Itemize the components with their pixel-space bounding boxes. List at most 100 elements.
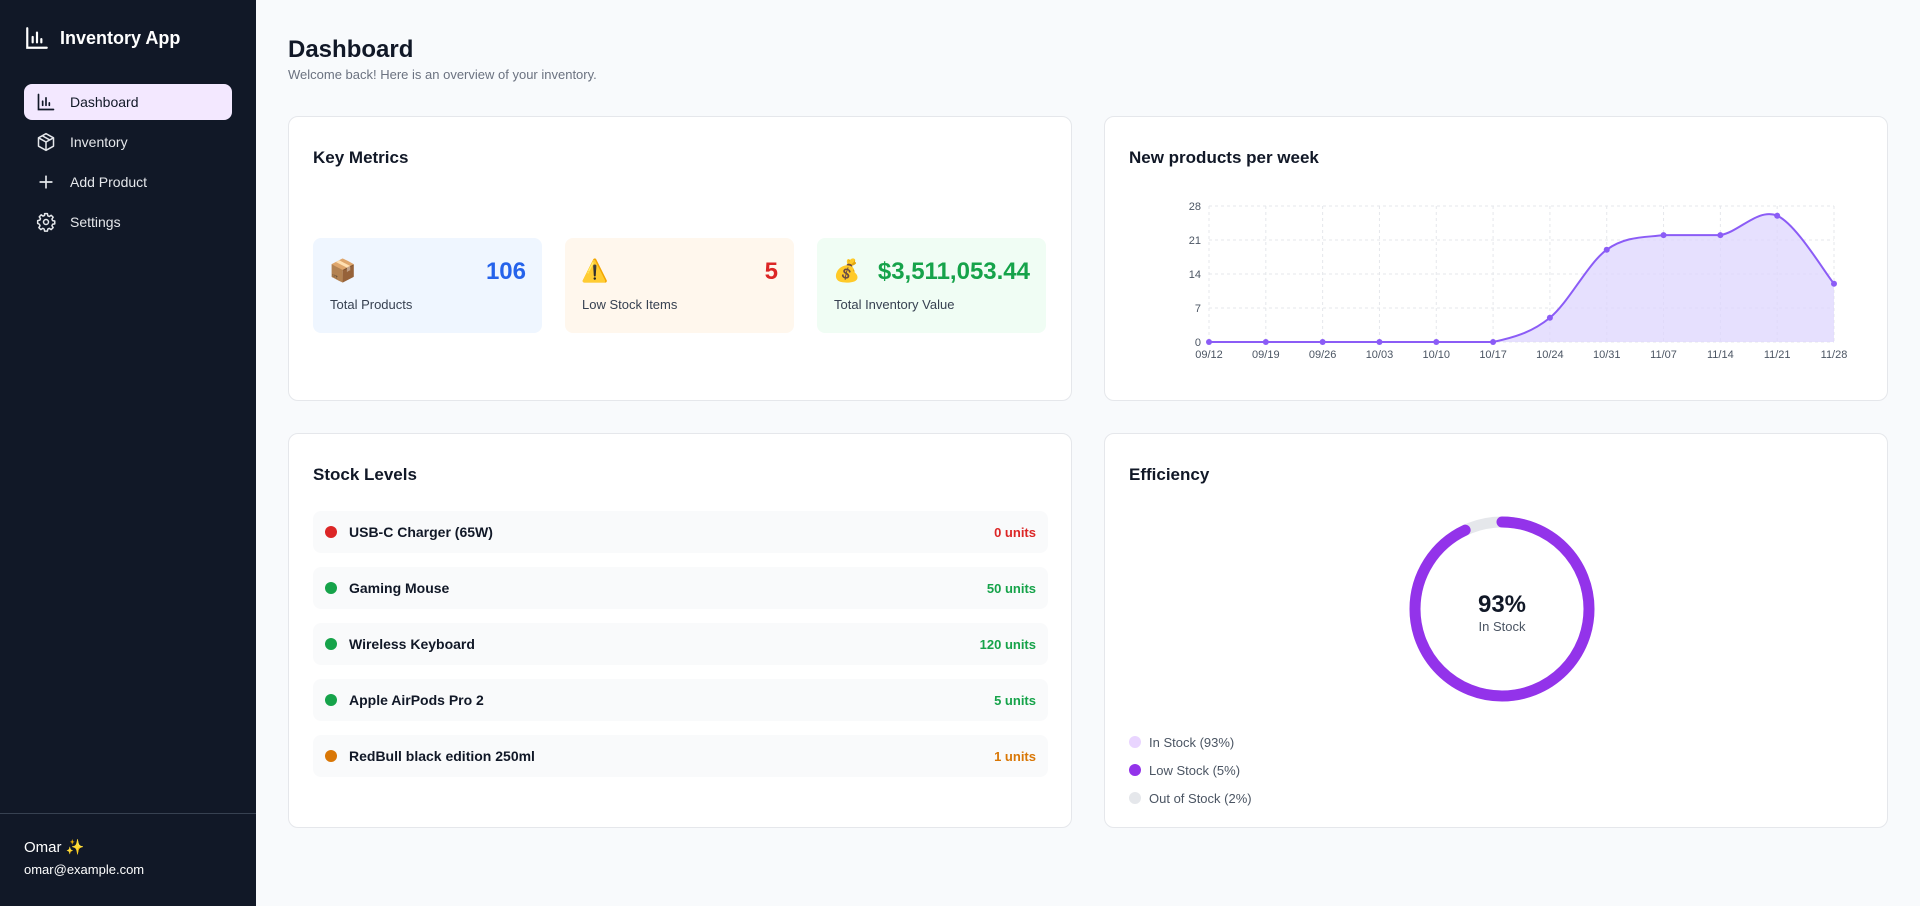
sidebar-item-label: Add Product (70, 174, 148, 190)
donut-value: 93% (1478, 591, 1526, 618)
sidebar-item-label: Dashboard (70, 94, 139, 110)
x-tick-label: 10/31 (1593, 349, 1621, 361)
item-units: 5 units (994, 692, 1036, 708)
x-tick-label: 10/24 (1536, 349, 1564, 361)
sidebar-item-settings[interactable]: Settings (24, 204, 232, 240)
legend-swatch (1129, 792, 1141, 804)
app-title: Inventory App (60, 27, 181, 48)
legend-label: In Stock (93%) (1149, 734, 1235, 750)
x-tick-label: 11/14 (1707, 349, 1734, 361)
efficiency-donut-chart: 93% In Stock (1409, 516, 1595, 702)
list-item[interactable]: RedBull black edition 250ml 1 units (313, 735, 1048, 777)
data-point (1490, 339, 1497, 345)
data-point (1717, 232, 1724, 239)
metric-label: Total Products (330, 297, 413, 312)
x-tick-label: 11/28 (1821, 349, 1848, 361)
list-item[interactable]: USB-C Charger (65W) 0 units (313, 511, 1048, 553)
legend-label: Out of Stock (2%) (1149, 790, 1252, 806)
item-units: 0 units (994, 524, 1036, 540)
donut-slice (1409, 516, 1595, 702)
x-tick-label: 10/10 (1423, 349, 1451, 361)
list-item[interactable]: Gaming Mouse 50 units (313, 567, 1048, 609)
x-tick-label: 10/17 (1479, 349, 1507, 361)
plus-icon (39, 175, 53, 189)
item-name: USB-C Charger (65W) (349, 524, 493, 540)
item-name: Gaming Mouse (349, 580, 450, 596)
bar-chart-icon (37, 93, 55, 111)
x-tick-label: 11/21 (1764, 349, 1791, 361)
x-tick-label: 10/03 (1366, 349, 1394, 361)
y-tick-label: 0 (1195, 337, 1201, 349)
status-dot (325, 526, 337, 538)
data-point (1376, 339, 1383, 345)
metric-inventory-value: 💰 $3,511,053.44 Total Inventory Value (817, 238, 1046, 333)
metric-value: $3,511,053.44 (877, 258, 1030, 285)
gear-icon (36, 212, 56, 232)
user-email: omar@example.com (24, 862, 145, 877)
card-title: Stock Levels (313, 465, 417, 484)
card-title: New products per week (1129, 148, 1319, 167)
sidebar-item-label: Settings (70, 214, 121, 230)
weekly-products-card: New products per week 0 7 14 21 28 09/12 09/19… (1104, 116, 1888, 401)
y-tick-label: 14 (1189, 269, 1201, 281)
metric-total-products: 📦 106 Total Products (313, 238, 542, 333)
data-point (1660, 232, 1667, 239)
metric-label: Total Inventory Value (834, 297, 955, 312)
bar-chart-icon (26, 27, 48, 49)
efficiency-legend: In Stock (93%) Low Stock (5%) Out of Sto… (1129, 728, 1252, 812)
metric-low-stock: ⚠️ 5 Low Stock Items (565, 238, 794, 333)
legend-label: Low Stock (5%) (1149, 762, 1241, 778)
x-tick-label: 11/07 (1650, 349, 1677, 361)
item-name: Apple AirPods Pro 2 (349, 692, 484, 708)
stock-levels-card: Stock Levels USB-C Charger (65W) 0 units… (288, 433, 1072, 828)
y-tick-label: 7 (1195, 303, 1201, 315)
legend-item: Low Stock (5%) (1129, 756, 1252, 784)
page-title: Dashboard (288, 36, 414, 63)
main-content: Dashboard Welcome back! Here is an overv… (256, 0, 1920, 906)
y-tick-label: 28 (1189, 201, 1201, 213)
metric-value: 5 (764, 258, 778, 285)
package-icon (37, 132, 55, 152)
item-units: 1 units (994, 748, 1036, 764)
area-fill (1209, 214, 1834, 342)
item-name: Wireless Keyboard (349, 636, 475, 652)
item-units: 50 units (986, 580, 1036, 596)
data-point (1546, 314, 1553, 321)
money-bag-emoji-icon: 💰 (833, 258, 861, 283)
sidebar-nav: Dashboard Inventory Add Product Settings (24, 84, 232, 244)
list-item[interactable]: Wireless Keyboard 120 units (313, 623, 1048, 665)
legend-swatch (1129, 764, 1141, 776)
warning-emoji-icon: ⚠️ (581, 258, 609, 283)
sidebar-item-label: Inventory (70, 134, 128, 150)
user-profile[interactable]: Omar ✨ omar@example.com (0, 813, 256, 906)
sidebar-item-inventory[interactable]: Inventory (24, 124, 232, 160)
data-point (1433, 339, 1440, 345)
status-dot (325, 638, 337, 650)
data-point (1603, 246, 1610, 253)
data-point (1831, 280, 1837, 287)
data-point (1774, 212, 1781, 219)
sidebar-item-add-product[interactable]: Add Product (24, 164, 232, 200)
stock-list: USB-C Charger (65W) 0 units Gaming Mouse… (313, 511, 1048, 791)
efficiency-card: Efficiency 93% In Stock In Stock (93%) L… (1104, 433, 1888, 828)
card-title: Efficiency (1129, 465, 1210, 484)
brand[interactable]: Inventory App (24, 25, 180, 51)
item-name: RedBull black edition 250ml (349, 748, 535, 764)
data-point (1262, 339, 1269, 345)
data-point (1206, 339, 1212, 345)
legend-item: Out of Stock (2%) (1129, 784, 1252, 812)
weekly-products-chart: 0 7 14 21 28 09/12 09/19 09/26 10/03 10/10 10/17 10… (1189, 201, 1848, 361)
page-subtitle: Welcome back! Here is an overview of you… (288, 67, 597, 82)
donut-sublabel: In Stock (1479, 619, 1526, 634)
user-name: Omar ✨ (24, 839, 85, 856)
item-units: 120 units (979, 636, 1036, 652)
x-tick-label: 09/12 (1195, 349, 1223, 361)
metric-value: 106 (485, 258, 526, 285)
x-tick-label: 09/26 (1309, 349, 1337, 361)
legend-swatch (1129, 736, 1141, 748)
y-tick-label: 21 (1189, 235, 1201, 247)
list-item[interactable]: Apple AirPods Pro 2 5 units (313, 679, 1048, 721)
x-tick-label: 09/19 (1252, 349, 1280, 361)
status-dot (325, 582, 337, 594)
sidebar-item-dashboard[interactable]: Dashboard (24, 84, 232, 120)
